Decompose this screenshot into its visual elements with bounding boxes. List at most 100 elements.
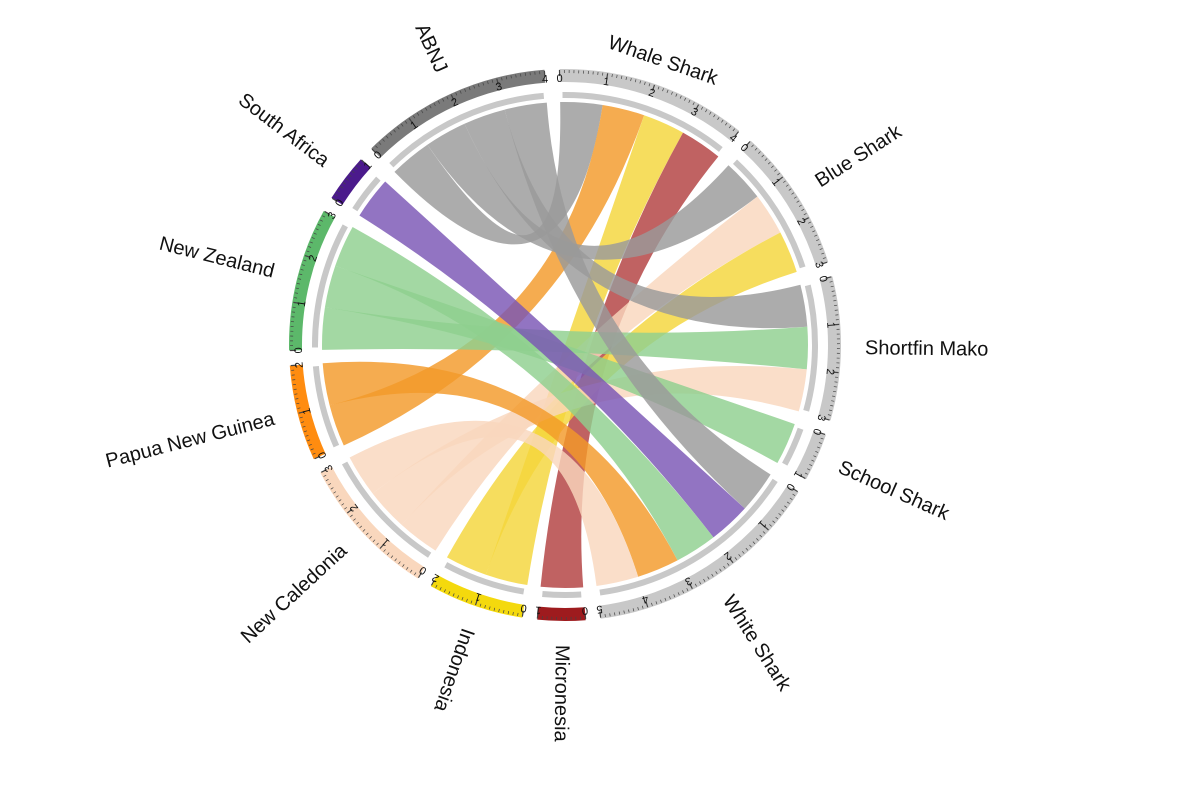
- tick-white: [786, 501, 790, 504]
- tick-white: [745, 547, 749, 551]
- tick-school: [817, 446, 821, 449]
- tick-indonesia: [484, 605, 486, 609]
- tick-newzealand: [322, 215, 326, 218]
- tick-indonesia: [470, 600, 473, 604]
- tick-white: [727, 563, 730, 566]
- ribbon-blue-indonesia: [446, 232, 797, 575]
- ribbons-layer: [322, 102, 809, 589]
- tick-white: [778, 513, 782, 516]
- tick-indonesia: [452, 593, 455, 597]
- tick-school: [819, 431, 826, 436]
- tick-newcaledonia: [386, 552, 390, 556]
- tick-newzealand: [313, 232, 317, 235]
- tick-white: [752, 541, 756, 545]
- tick-indonesia: [479, 603, 482, 607]
- tick-whale: [662, 88, 664, 92]
- tick-abnj: [416, 112, 420, 116]
- segment-arc-southafrica: [331, 159, 371, 205]
- tick-whale: [688, 99, 691, 103]
- segment-label-southafrica: South Africa: [234, 89, 334, 172]
- tick-whale: [734, 131, 740, 137]
- tick-southafrica: [348, 174, 352, 177]
- tick-blue: [821, 252, 825, 255]
- tick-whale: [666, 89, 669, 93]
- tick-label-white: 0: [783, 481, 796, 493]
- tick-blue: [796, 200, 800, 203]
- tick-mako: [831, 290, 835, 292]
- tick-abnj: [510, 75, 512, 79]
- tick-abnj: [382, 138, 385, 142]
- tick-white: [759, 534, 763, 538]
- ribbon-white-abnj: [504, 102, 771, 509]
- tick-school: [809, 464, 813, 467]
- tick-whale: [644, 81, 646, 85]
- tick-label-blue: 3: [812, 260, 825, 269]
- tick-southafrica: [354, 166, 358, 170]
- tick-newzealand: [317, 223, 321, 226]
- tick-southafrica: [332, 197, 338, 203]
- segment-label-newzealand: New Zealand: [157, 233, 277, 283]
- tick-png: [302, 425, 306, 428]
- tick-abnj: [385, 135, 389, 139]
- tick-whale: [717, 117, 720, 120]
- tick-southafrica: [337, 190, 341, 193]
- tick-abnj: [491, 79, 494, 83]
- tick-newcaledonia: [359, 525, 363, 529]
- tick-white: [792, 493, 796, 496]
- tick-white: [632, 608, 635, 612]
- tick-png: [305, 435, 309, 437]
- tick-abnj: [404, 120, 408, 124]
- tick-newzealand: [293, 301, 300, 304]
- tick-whale: [721, 119, 724, 123]
- tick-white: [707, 576, 710, 580]
- tick-blue: [767, 161, 771, 165]
- tick-white: [660, 599, 662, 603]
- tick-label-indonesia: 0: [520, 601, 528, 614]
- tick-white: [715, 571, 718, 575]
- segment-arc-indonesia: [430, 574, 525, 618]
- tick-label-newzealand: 2: [307, 254, 320, 264]
- tick-newcaledonia: [398, 561, 401, 565]
- tick-blue: [810, 225, 814, 228]
- tick-white: [637, 607, 639, 611]
- tick-white: [641, 605, 644, 609]
- tick-white: [711, 573, 714, 577]
- ribbon-white-newcaledonia: [349, 420, 639, 586]
- tick-newcaledonia: [414, 572, 417, 576]
- tick-indonesia: [461, 597, 464, 601]
- tick-white: [655, 601, 658, 605]
- tick-whale: [634, 79, 637, 83]
- tick-indonesia: [512, 611, 514, 616]
- tick-blue: [751, 144, 754, 148]
- tick-white: [763, 525, 769, 531]
- tick-newcaledonia: [394, 558, 397, 562]
- inner-arc-indonesia: [444, 562, 525, 595]
- tick-label-indonesia: 2: [430, 571, 441, 584]
- tick-white: [689, 583, 693, 590]
- tick-abnj: [433, 103, 436, 107]
- tick-blue: [777, 176, 784, 182]
- tick-newzealand: [294, 297, 298, 299]
- tick-whale: [611, 74, 613, 78]
- ribbon-white-southafrica: [359, 181, 745, 538]
- ribbon-mako-abnj: [464, 109, 808, 329]
- tick-blue: [803, 217, 810, 221]
- tick-label-png: 1: [301, 407, 314, 416]
- tick-blue: [801, 208, 805, 211]
- tick-blue: [814, 234, 818, 237]
- tick-white: [749, 544, 752, 548]
- tick-white: [682, 590, 685, 594]
- tick-png: [303, 430, 308, 433]
- tick-label-school: 1: [791, 469, 804, 480]
- tick-school: [811, 459, 815, 462]
- tick-newcaledonia: [341, 503, 345, 506]
- tick-southafrica: [345, 178, 349, 181]
- inner-arc-white: [599, 478, 778, 596]
- tick-newzealand: [299, 273, 303, 276]
- tick-white: [756, 538, 759, 541]
- tick-newcaledonia: [402, 564, 405, 568]
- tick-label-indonesia: 1: [474, 590, 484, 603]
- tick-white: [734, 557, 738, 560]
- tick-whale: [732, 128, 736, 132]
- tick-newcaledonia: [325, 479, 329, 482]
